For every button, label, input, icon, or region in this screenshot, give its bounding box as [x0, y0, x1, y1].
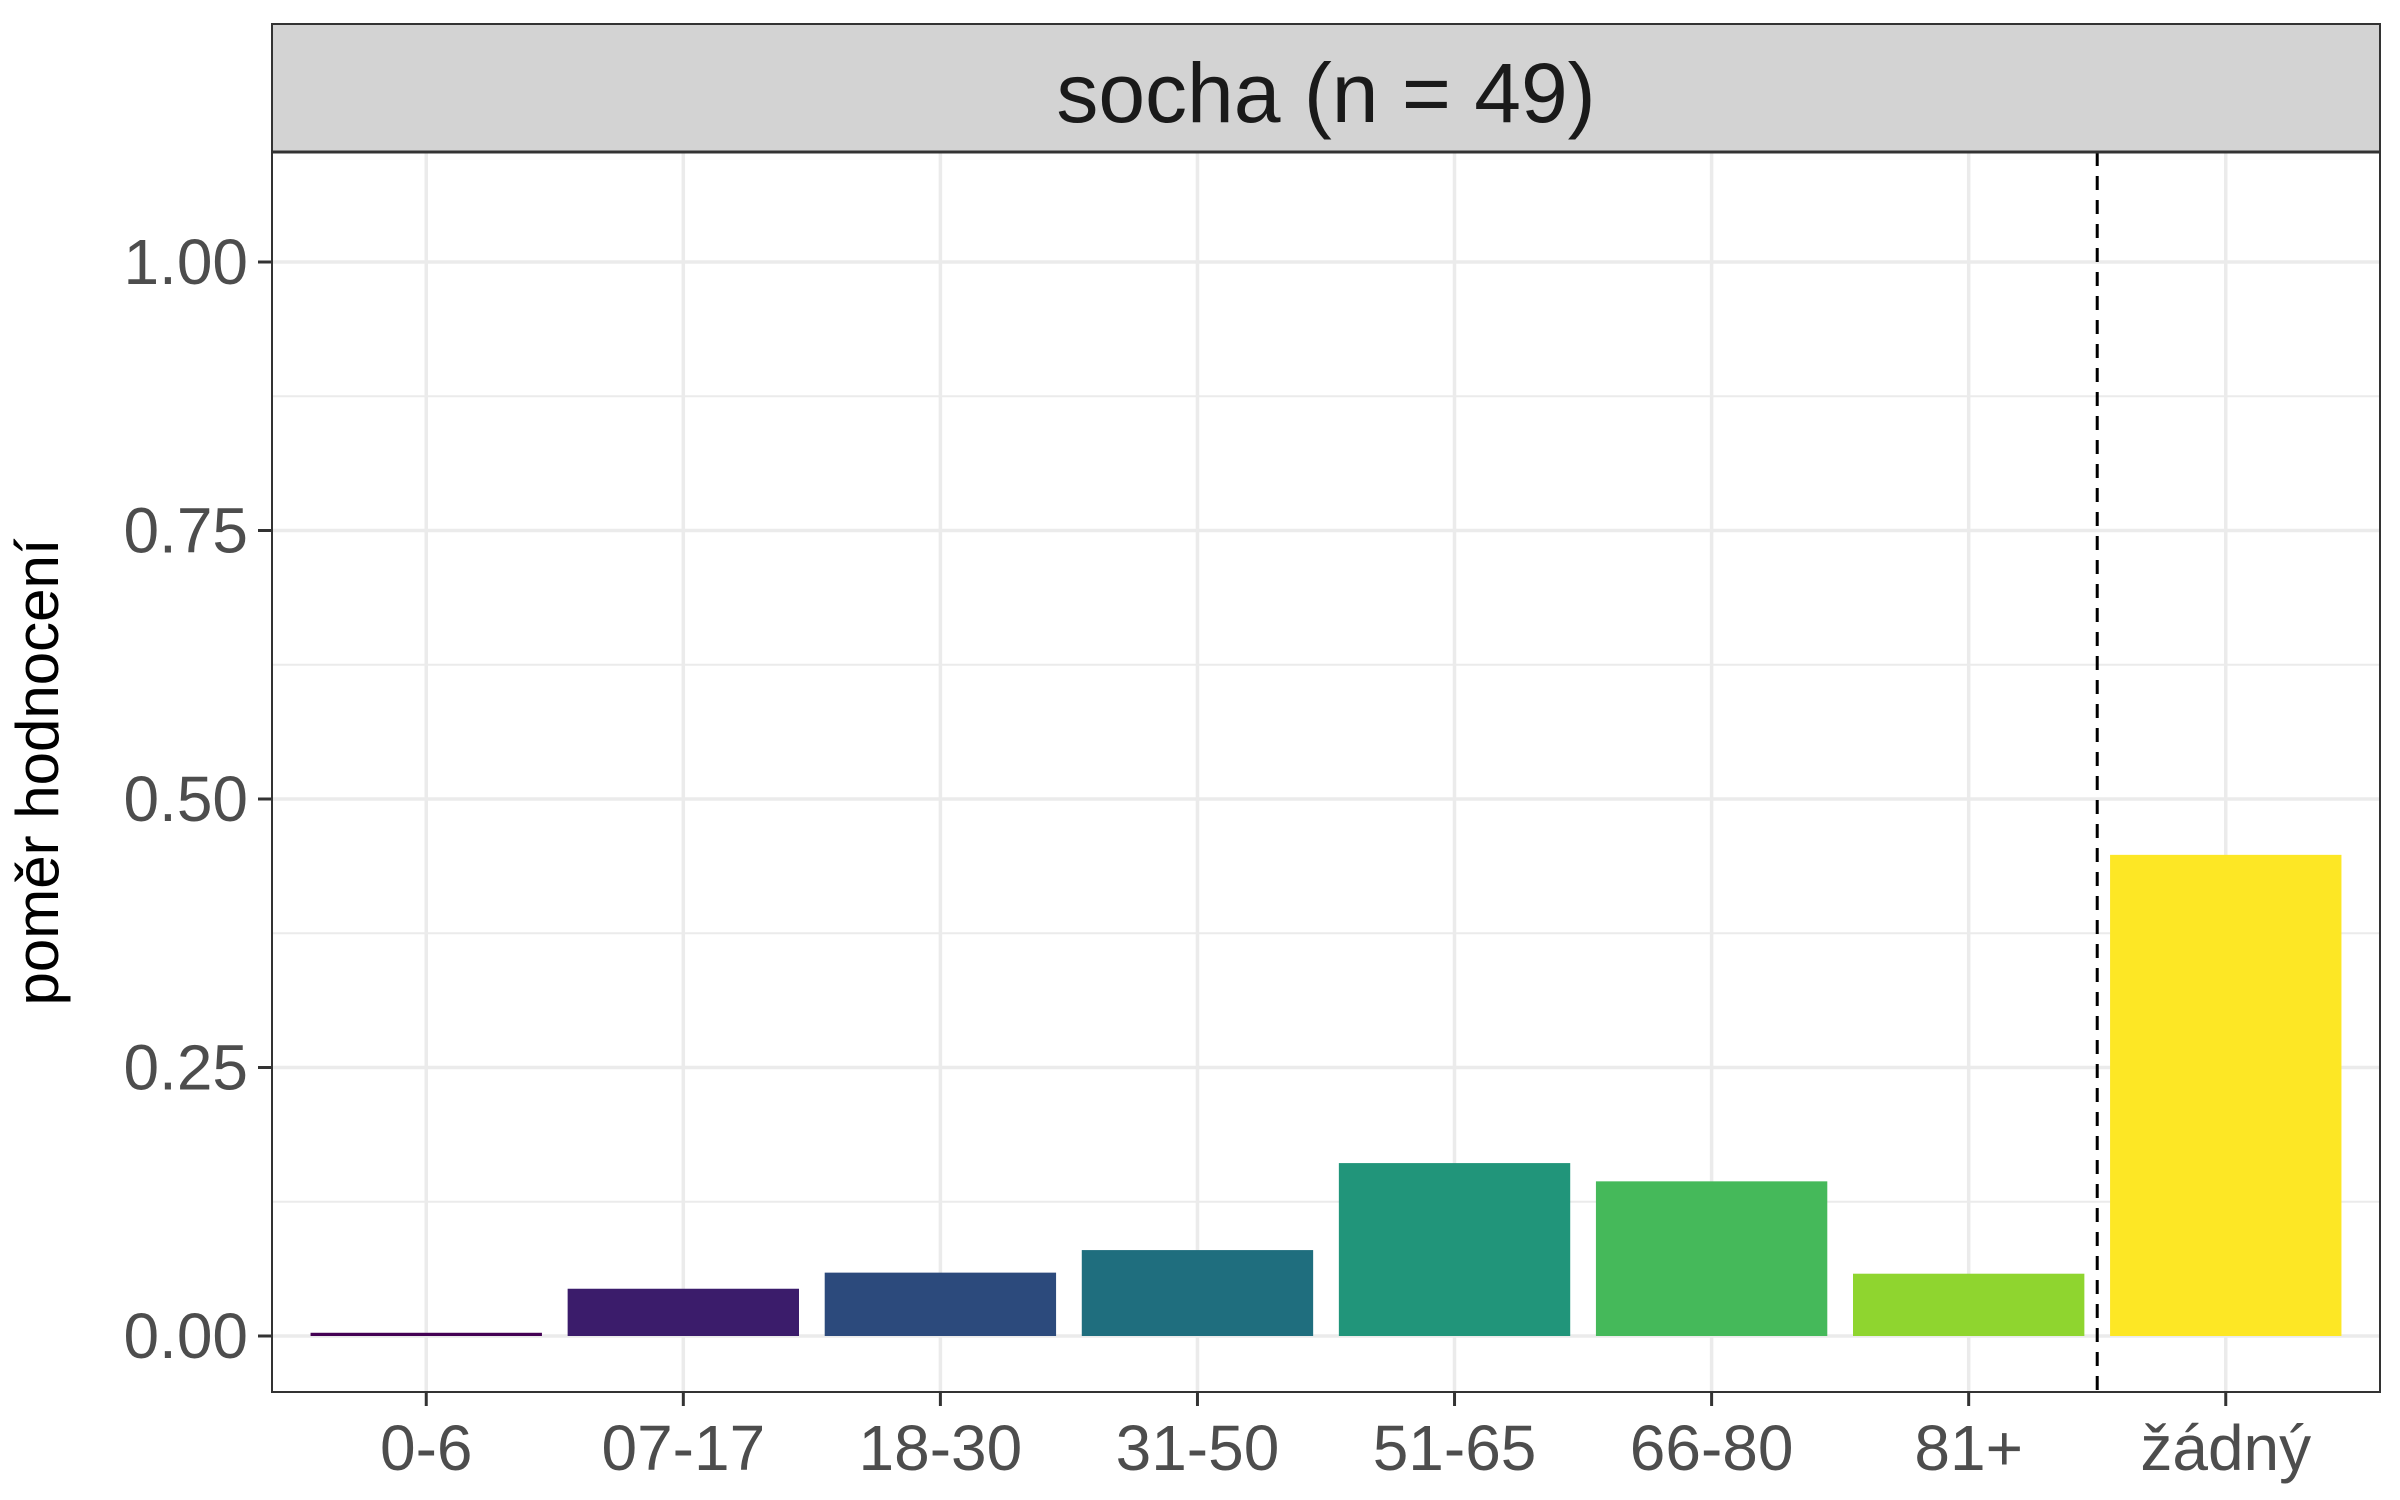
bar-07-17 — [567, 1288, 799, 1336]
y-tick-label: 0.00 — [123, 1300, 248, 1372]
bar-žádný — [2110, 854, 2342, 1336]
gridlines — [272, 152, 2380, 1392]
bars — [310, 854, 2342, 1336]
bar-81+ — [1853, 1273, 2085, 1336]
y-tick-label: 0.50 — [123, 763, 248, 835]
x-tick-label: 0-6 — [380, 1412, 473, 1484]
bar-66-80 — [1595, 1181, 1828, 1336]
bar-51-65 — [1338, 1163, 1571, 1336]
y-axis-title: poměr hodnocení — [4, 538, 71, 1005]
x-axis: 0-6 07-17 18-30 31-50 51-65 66-80 81+ žádný — [380, 1392, 2311, 1484]
x-tick-label: 51-65 — [1373, 1412, 1537, 1484]
x-tick-label: 31-50 — [1116, 1412, 1280, 1484]
plot-border — [271, 23, 2381, 1393]
y-tick-label: 0.75 — [123, 495, 248, 567]
x-tick-label: 07-17 — [601, 1412, 765, 1484]
plot-panel — [272, 152, 2380, 1392]
facet-strip — [271, 23, 2381, 153]
bar-31-50 — [1081, 1250, 1314, 1336]
y-tick-label: 0.25 — [123, 1032, 248, 1104]
x-tick-label: žádný — [2140, 1412, 2311, 1484]
y-tick-label: 1.00 — [123, 226, 248, 298]
x-tick-label: 81+ — [1914, 1412, 2023, 1484]
bar-18-30 — [824, 1272, 1057, 1336]
x-tick-label: 66-80 — [1630, 1412, 1794, 1484]
y-axis: 0.00 0.25 0.50 0.75 1.00 — [123, 226, 272, 1372]
bar-0-6 — [310, 1332, 542, 1336]
x-tick-label: 18-30 — [859, 1412, 1023, 1484]
chart-title: socha (n = 49) — [1056, 46, 1595, 140]
